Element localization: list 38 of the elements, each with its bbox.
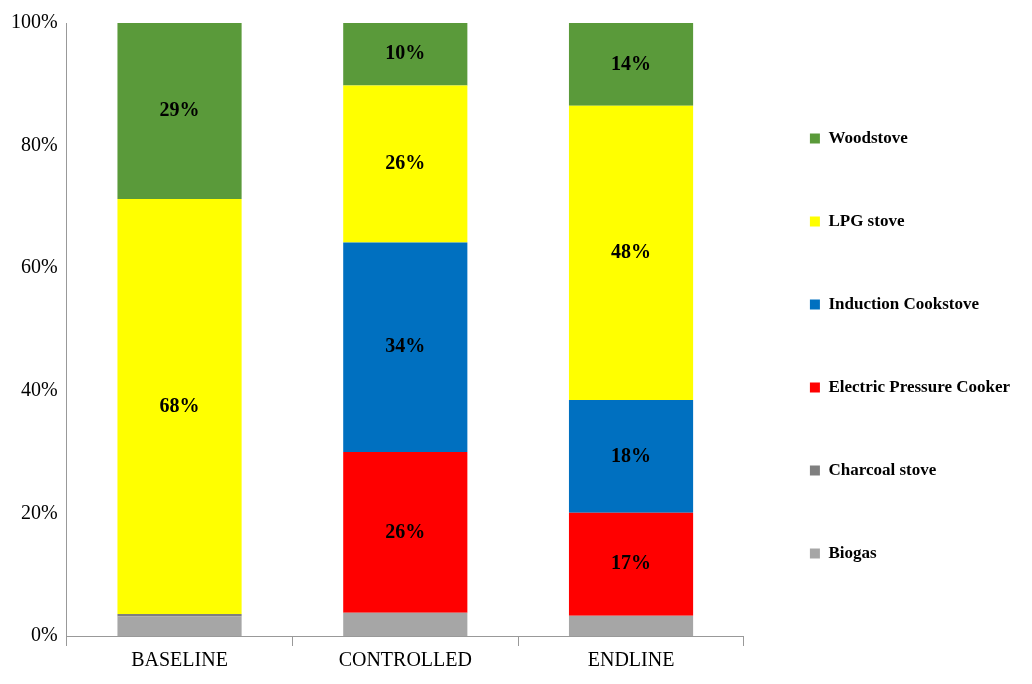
bar	[117, 616, 242, 636]
data-label: 34%	[385, 334, 426, 357]
bar	[343, 85, 468, 243]
legend-label: Induction Cookstove	[828, 293, 980, 313]
y-tick-label: 80%	[20, 132, 58, 155]
y-tick-label: 100%	[10, 10, 58, 33]
bar	[117, 23, 242, 199]
legend-label: Electric Pressure Cooker	[828, 376, 1011, 396]
y-tick-label: 60%	[20, 255, 58, 278]
bar	[568, 105, 694, 400]
legend-label: LPG stove	[828, 210, 905, 230]
bar	[117, 198, 242, 614]
legend-label: Charcoal stove	[828, 459, 937, 479]
x-tick-label: ENDLINE	[587, 648, 675, 671]
data-label: 26%	[385, 519, 426, 542]
legend-label: Biogas	[828, 542, 877, 562]
bar	[343, 23, 468, 86]
data-label: 10%	[385, 41, 426, 64]
data-label: 17%	[611, 551, 652, 574]
data-label: 29%	[159, 98, 200, 121]
bar	[343, 242, 468, 453]
data-label: 26%	[385, 151, 426, 174]
x-tick-label: BASELINE	[131, 648, 228, 671]
y-tick-label: 40%	[20, 378, 58, 401]
bar	[568, 512, 694, 616]
bar	[343, 612, 468, 636]
data-label: 48%	[611, 240, 652, 263]
x-tick-label: CONTROLLED	[338, 648, 472, 671]
bar	[343, 452, 468, 613]
data-label: 14%	[611, 51, 652, 74]
data-label: 18%	[611, 443, 652, 466]
bar	[568, 400, 694, 513]
bar	[568, 615, 694, 636]
data-label: 68%	[159, 393, 200, 416]
bar	[568, 23, 694, 106]
legend-label: Woodstove	[828, 127, 909, 147]
y-tick-label: 0%	[30, 623, 58, 646]
y-tick-label: 20%	[20, 500, 58, 523]
